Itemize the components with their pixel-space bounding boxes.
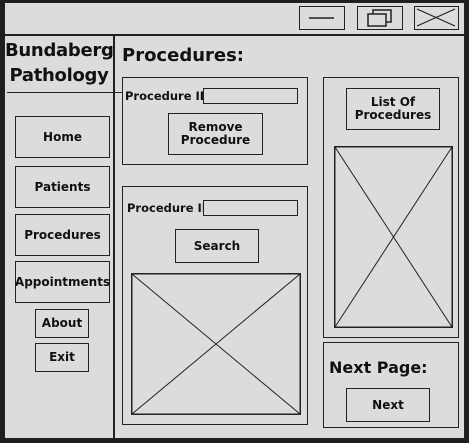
sidebar-item-label: Appointments: [14, 274, 111, 289]
exit-button[interactable]: Exit: [35, 343, 89, 372]
restore-button[interactable]: [357, 6, 403, 30]
search-button[interactable]: Search: [175, 229, 259, 263]
sidebar-item-label: Procedures: [24, 227, 101, 242]
remove-procedure-button[interactable]: Remove Procedure: [168, 113, 263, 155]
logo-line-1: Bundaberg: [5, 40, 114, 61]
sidebar-item-home[interactable]: Home: [15, 116, 110, 158]
close-button[interactable]: [414, 6, 459, 30]
logo-line-2: Pathology: [9, 65, 109, 86]
exit-label: Exit: [49, 350, 75, 364]
sidebar-item-patients[interactable]: Patients: [15, 166, 110, 208]
title-bar: [5, 3, 464, 36]
search-results-placeholder-image: [131, 273, 301, 415]
app-logo: Bundaberg Pathology: [5, 38, 114, 88]
procedure-id-label: Procedure ID:: [125, 89, 214, 103]
sidebar: Bundaberg Pathology Home Patients Proced…: [5, 36, 135, 438]
remove-procedure-panel: Procedure ID: Remove Procedure: [122, 77, 308, 165]
about-button[interactable]: About: [35, 309, 89, 338]
remove-procedure-id-input[interactable]: [203, 88, 298, 104]
list-procedures-label: List Of Procedures: [354, 95, 432, 122]
procedures-list-panel: List Of Procedures: [323, 77, 459, 338]
search-procedure-panel: Procedure ID: Search: [122, 186, 308, 425]
close-icon: [416, 8, 456, 27]
list-procedures-button[interactable]: List Of Procedures: [346, 88, 440, 130]
remove-procedure-label: Remove Procedure: [180, 120, 251, 147]
next-button[interactable]: Next: [346, 388, 430, 422]
next-page-panel: Next Page: Next: [323, 342, 459, 428]
next-label: Next: [372, 397, 404, 412]
minimize-icon: [309, 17, 334, 19]
restore-icon: [367, 9, 392, 27]
logo-divider: [7, 92, 135, 93]
search-procedure-id-input[interactable]: [203, 200, 298, 216]
sidebar-item-appointments[interactable]: Appointments: [15, 261, 110, 303]
minimize-button[interactable]: [299, 6, 345, 30]
next-page-heading: Next Page:: [329, 358, 428, 377]
app-window: Bundaberg Pathology Home Patients Proced…: [4, 2, 465, 439]
procedures-list-placeholder-image: [334, 146, 453, 328]
sidebar-item-procedures[interactable]: Procedures: [15, 214, 110, 256]
search-label: Search: [193, 238, 241, 253]
page-title: Procedures:: [122, 45, 245, 66]
sidebar-item-label: Patients: [34, 179, 91, 194]
procedure-id-label: Procedure ID:: [127, 201, 216, 215]
sidebar-item-label: Home: [43, 129, 82, 144]
about-label: About: [41, 316, 83, 330]
